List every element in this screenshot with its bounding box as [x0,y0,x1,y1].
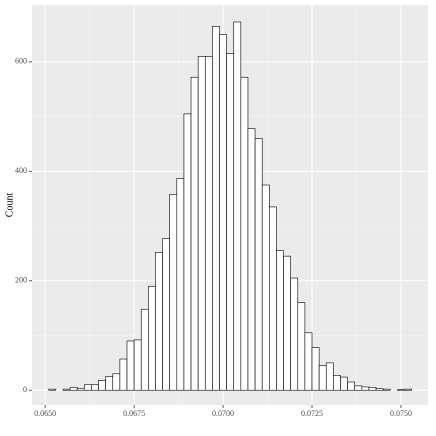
bar [382,388,391,391]
bar [247,128,256,391]
x-tick-label: 0.0750 [390,409,412,418]
bar [133,339,142,391]
x-tick-label: 0.0725 [301,409,323,418]
y-tick-label: 0 [23,385,27,394]
bar [297,302,306,391]
bar [240,76,249,391]
bar [176,178,185,391]
bar [276,250,284,391]
bar [333,375,341,391]
bar [354,385,363,391]
bar [283,255,291,391]
bar [219,34,227,391]
bar [48,388,57,391]
bar [98,380,106,391]
bar [404,388,412,391]
bar [361,386,370,391]
x-tick-label: 0.0700 [212,409,234,418]
bar [91,384,99,391]
bar [105,376,114,391]
bar [261,184,270,391]
bar [119,358,128,391]
y-tick-label: 600 [15,57,27,66]
x-tick-label: 0.0675 [123,409,145,418]
y-axis-label: Count [4,193,15,218]
bar [347,381,356,391]
bar [69,387,78,391]
x-tick-label: 0.0650 [34,409,56,418]
bar [84,384,92,391]
bar [397,389,405,391]
bar [197,56,206,391]
bar [304,332,313,391]
bar [76,388,85,391]
bar [112,373,121,391]
bar [212,26,220,391]
bar [155,252,163,391]
bar [140,308,149,391]
bar [311,347,320,391]
bar [169,194,178,391]
bar [226,53,235,391]
bar [183,113,192,391]
bar [204,56,213,391]
y-tick-label: 400 [15,166,27,175]
bar [126,340,135,391]
bar [233,21,242,391]
bar [318,365,327,391]
bar [62,388,71,391]
bar [368,387,377,391]
bar [162,238,170,391]
bar [148,285,156,391]
bar [254,138,263,391]
bar [340,376,348,391]
bar [290,277,299,391]
bar [190,76,199,391]
bar [375,388,384,391]
y-tick-label: 200 [15,276,27,285]
bar [325,362,334,391]
bar [269,206,277,391]
